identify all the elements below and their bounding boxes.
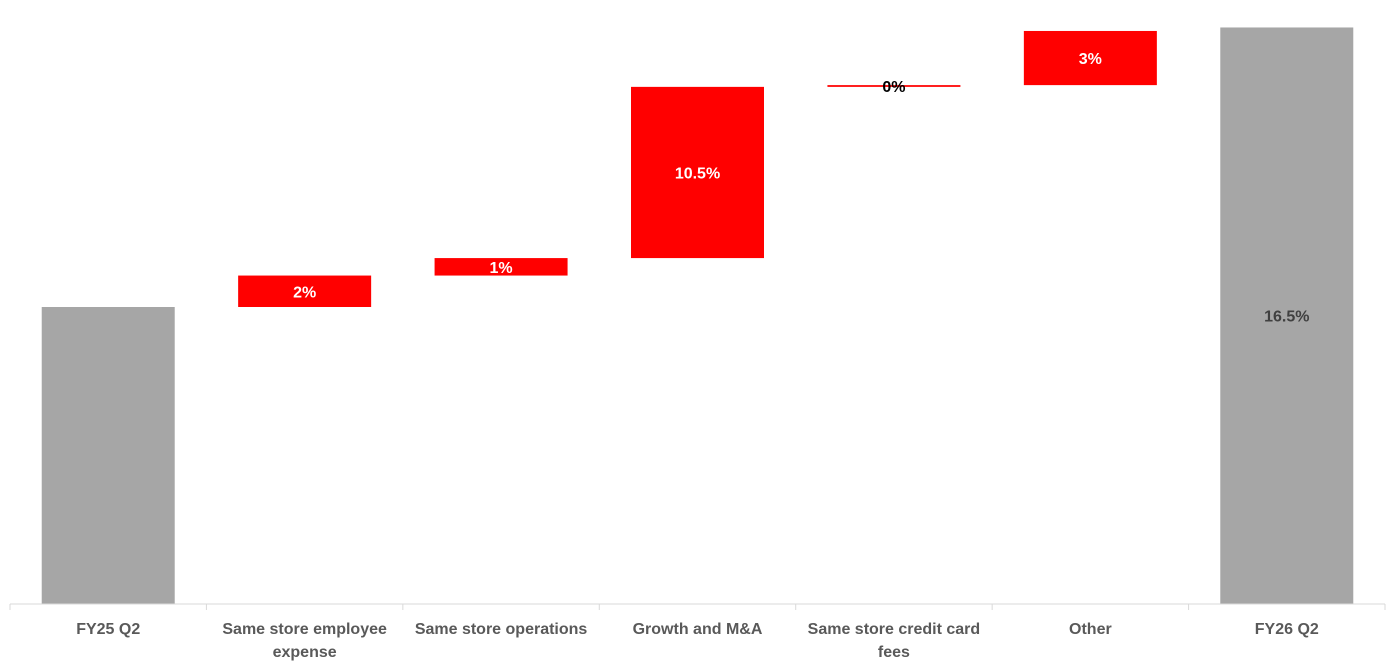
bars-group [41, 27, 1354, 605]
category-label-4: Same store credit card fees [808, 621, 981, 661]
data-labels-group: 2% 1% 10.5% 0% 3% 16.5% [293, 51, 1309, 326]
category-label-2: Same store operations [415, 621, 588, 638]
total-bar-0 [41, 307, 175, 604]
category-label-0: FY25 Q2 [76, 621, 140, 638]
x-axis [9, 603, 1386, 610]
category-label-1: Same store employee expense [222, 621, 387, 661]
change-bar-1 [238, 275, 372, 307]
data-label-2: 1% [490, 260, 513, 277]
change-bar-3 [631, 86, 764, 259]
category-label-3: Growth and M&A [633, 621, 763, 638]
data-label-6: 16.5% [1264, 309, 1309, 326]
total-bar-6 [1220, 27, 1354, 605]
data-label-1: 2% [293, 284, 316, 301]
change-bar-4 [827, 85, 961, 87]
data-label-4: 0% [882, 79, 905, 96]
category-label-5: Other [1069, 621, 1112, 638]
change-bar-5 [1023, 30, 1157, 86]
data-label-5: 3% [1079, 51, 1102, 68]
change-bar-2 [434, 258, 568, 276]
category-label-6: FY26 Q2 [1255, 621, 1319, 638]
category-labels-group: FY25 Q2 Same store employee expense Same st… [76, 621, 1319, 661]
data-label-3: 10.5% [675, 165, 720, 182]
